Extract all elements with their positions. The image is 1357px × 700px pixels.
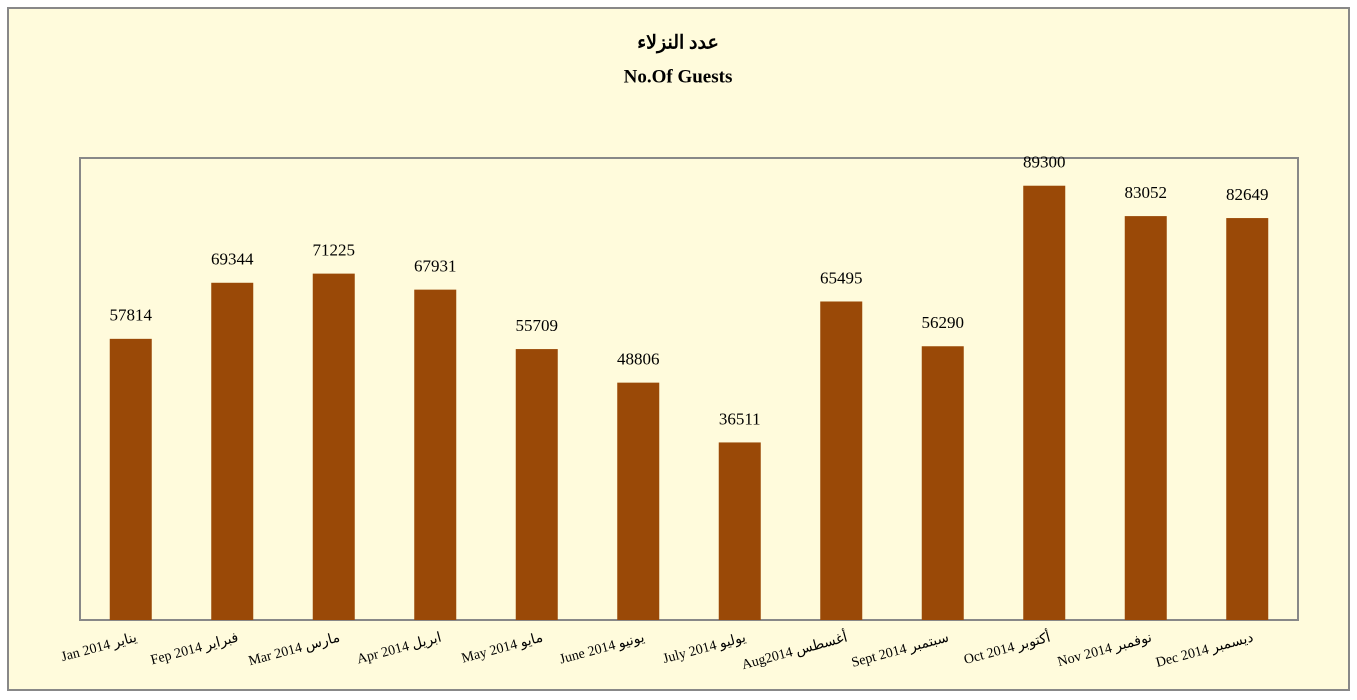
data-label: 71225 <box>313 241 356 260</box>
data-label: 89300 <box>1023 153 1066 172</box>
chart-subtitle: No.Of Guests <box>624 66 733 87</box>
plot-area <box>79 157 1299 621</box>
data-label: 55709 <box>516 316 559 335</box>
bar <box>820 301 863 620</box>
data-label: 36511 <box>719 409 761 428</box>
data-label: 56290 <box>922 313 965 332</box>
data-label: 67931 <box>414 257 457 276</box>
bar <box>921 346 964 620</box>
data-label: 57814 <box>110 306 153 325</box>
bar <box>718 442 761 620</box>
chart-title: عدد النزلاء <box>637 32 719 53</box>
bar <box>109 338 152 620</box>
data-label: 48806 <box>617 350 660 369</box>
data-label: 82649 <box>1226 185 1269 204</box>
bar <box>617 382 660 620</box>
bar <box>515 349 558 620</box>
bar <box>312 273 355 620</box>
data-label: 65495 <box>820 268 863 287</box>
bar <box>1226 218 1269 620</box>
bar <box>211 282 254 620</box>
bar <box>1023 185 1066 620</box>
data-label: 69344 <box>211 250 254 269</box>
bar <box>414 289 457 620</box>
bar <box>1124 216 1167 620</box>
data-label: 83052 <box>1125 183 1168 202</box>
